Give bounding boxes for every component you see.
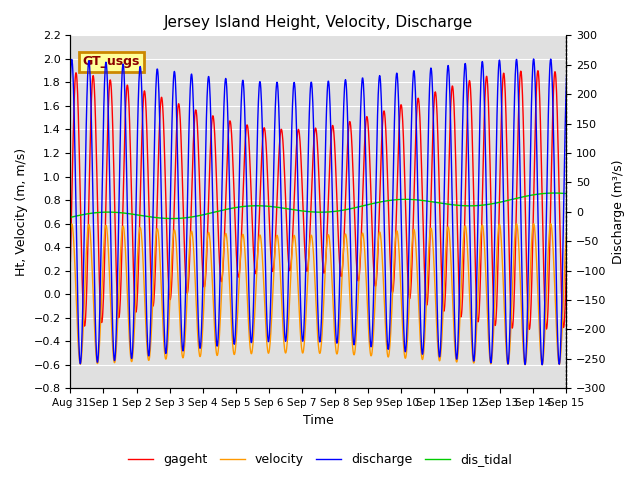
Line: velocity: velocity — [70, 224, 568, 365]
Text: GT_usgs: GT_usgs — [83, 55, 140, 68]
Legend: gageht, velocity, discharge, dis_tidal: gageht, velocity, discharge, dis_tidal — [123, 448, 517, 471]
Line: dis_tidal: dis_tidal — [70, 193, 568, 218]
X-axis label: Time: Time — [303, 414, 333, 427]
Y-axis label: Discharge (m³/s): Discharge (m³/s) — [612, 159, 625, 264]
Y-axis label: Ht, Velocity (m, m/s): Ht, Velocity (m, m/s) — [15, 148, 28, 276]
Title: Jersey Island Height, Velocity, Discharge: Jersey Island Height, Velocity, Discharg… — [164, 15, 473, 30]
Line: discharge: discharge — [70, 59, 568, 365]
Line: gageht: gageht — [70, 71, 568, 329]
